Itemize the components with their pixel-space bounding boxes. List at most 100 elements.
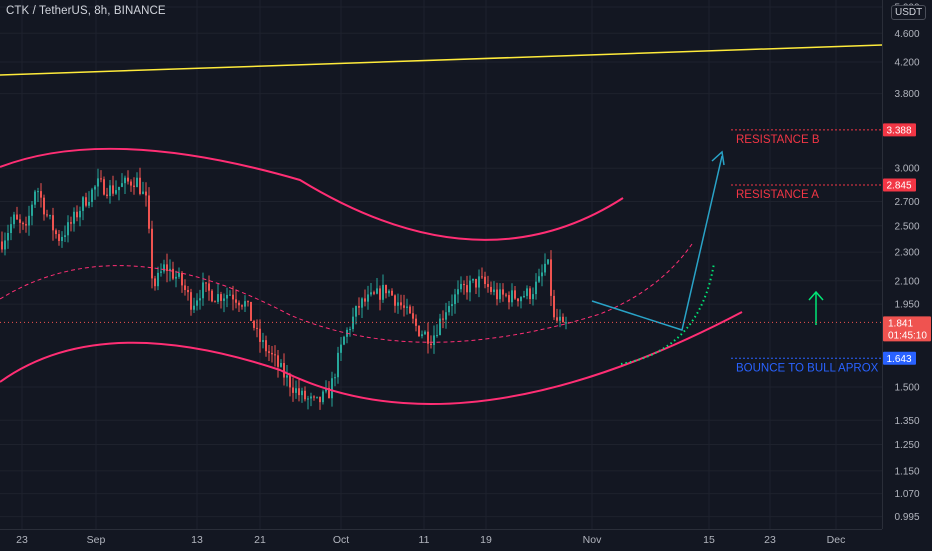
candle-body [418, 325, 420, 337]
candle-body [472, 278, 474, 281]
candle-body [154, 278, 156, 287]
candle-body [442, 318, 444, 320]
candle-body [370, 292, 372, 295]
candle-body [337, 352, 339, 378]
candle-body [508, 295, 510, 303]
candle-body [115, 190, 117, 194]
candle-body [328, 387, 330, 399]
candle-body [289, 375, 291, 388]
candle-body [556, 317, 558, 321]
candle-body [136, 177, 138, 187]
candle-body [163, 264, 165, 272]
candle-body [160, 271, 162, 273]
candle-body [88, 201, 90, 206]
candle-body [214, 301, 216, 303]
level-label: BOUNCE TO BULL APROX [736, 362, 879, 374]
candle-body [532, 294, 534, 300]
candle-body [463, 283, 465, 286]
candle-body [430, 343, 432, 345]
candle-body [16, 214, 18, 220]
candle-body [340, 344, 342, 353]
yellow-trendline [0, 44, 883, 76]
candle-body [445, 312, 447, 320]
candle-body [433, 335, 435, 345]
candle-body [241, 305, 243, 307]
candle-body [196, 300, 198, 306]
candle-body [58, 234, 60, 241]
candle-body [307, 398, 309, 400]
candle-body [124, 177, 126, 184]
candle-body [166, 264, 168, 272]
candle-body [139, 177, 141, 194]
bounce-arc-dotted [620, 262, 715, 365]
candle-body [109, 185, 111, 196]
candle-body [439, 318, 441, 336]
candle-body [145, 191, 147, 196]
candle-body [100, 178, 102, 180]
price-axis[interactable] [882, 0, 932, 529]
candle-body [238, 302, 240, 306]
candle-body [304, 390, 306, 400]
candle-body [142, 191, 144, 194]
candle-body [523, 295, 525, 298]
candle-body [505, 294, 507, 296]
candle-body [79, 210, 81, 218]
candle-body [157, 272, 159, 287]
candle-body [367, 294, 369, 302]
candle-body [295, 388, 297, 393]
candle-body [502, 289, 504, 295]
currency-badge[interactable]: USDT [891, 5, 927, 20]
candle-body [265, 340, 267, 352]
candle-body [133, 185, 135, 187]
candle-body [334, 377, 336, 379]
candle-body [520, 297, 522, 302]
candle-body [67, 222, 69, 236]
candle-body [46, 214, 48, 216]
candle-body [190, 292, 192, 310]
candle-body [391, 290, 393, 296]
candle-body [202, 282, 204, 299]
candle-body [127, 177, 129, 182]
candle-body [151, 228, 153, 279]
candle-body [235, 299, 237, 303]
candle-body [250, 301, 252, 321]
candle-body [541, 272, 543, 277]
level-label: RESISTANCE A [736, 189, 819, 201]
candle-body [298, 388, 300, 396]
projection-path [591, 155, 723, 331]
candle-body [277, 355, 279, 367]
candle-body [40, 191, 42, 198]
candle-body [70, 222, 72, 224]
candle-body [274, 354, 276, 356]
candle-body [310, 396, 312, 399]
time-axis[interactable] [0, 529, 882, 551]
candle-body [466, 285, 468, 293]
candle-body [220, 294, 222, 301]
chart-drawings: RESISTANCE B RESISTANCE A BOUNCE TO BULL A… [0, 44, 883, 405]
candle-body [382, 284, 384, 300]
candle-body [49, 215, 51, 217]
candle-body [526, 288, 528, 296]
candle-body [544, 263, 546, 273]
candle-body [4, 240, 6, 250]
candle-body [106, 194, 108, 196]
candle-body [319, 396, 321, 403]
candle-body [205, 282, 207, 284]
candle-body [412, 313, 414, 319]
candle-body [484, 276, 486, 285]
candle-body [178, 272, 180, 277]
candle-body [316, 396, 318, 398]
candle-body [184, 285, 186, 290]
symbol-title[interactable]: CTK / TetherUS, 8h, BINANCE [6, 5, 166, 17]
candle-body [22, 222, 24, 225]
candle-body [322, 391, 324, 403]
candle-body [553, 295, 555, 318]
candle-body [91, 189, 93, 202]
candle-body [217, 294, 219, 302]
candle-body [421, 334, 423, 337]
candle-body [475, 278, 477, 288]
candle-body [400, 302, 402, 306]
candle-body [457, 289, 459, 295]
candle-body [301, 390, 303, 396]
